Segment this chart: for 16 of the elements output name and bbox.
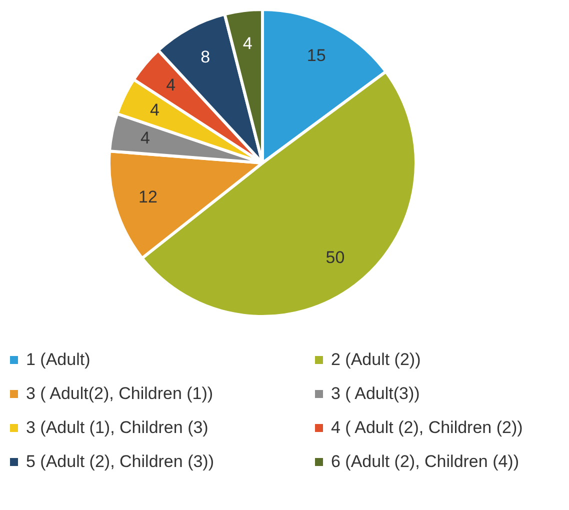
legend-label: 6 (Adult (2), Children (4)) [331,452,520,472]
data-label: 8 [200,47,210,66]
legend-label: 5 (Adult (2), Children (3)) [26,452,214,472]
data-label: 50 [326,248,345,267]
legend-label: 3 ( Adult(2), Children (1)) [26,384,214,404]
data-label: 15 [306,46,326,65]
legend-label: 3 (Adult (1), Children (3) [26,418,208,438]
data-label: 4 [150,100,160,120]
data-label: 12 [138,188,158,207]
data-label: 4 [242,34,252,53]
legend-label: 3 ( Adult(3)) [331,384,420,404]
data-label: 4 [140,128,150,148]
data-label: 4 [166,76,176,95]
legend-label: 2 (Adult (2)) [331,350,421,370]
legend-label: 4 ( Adult (2), Children (2)) [331,418,523,438]
legend-label: 1 (Adult) [26,350,90,370]
